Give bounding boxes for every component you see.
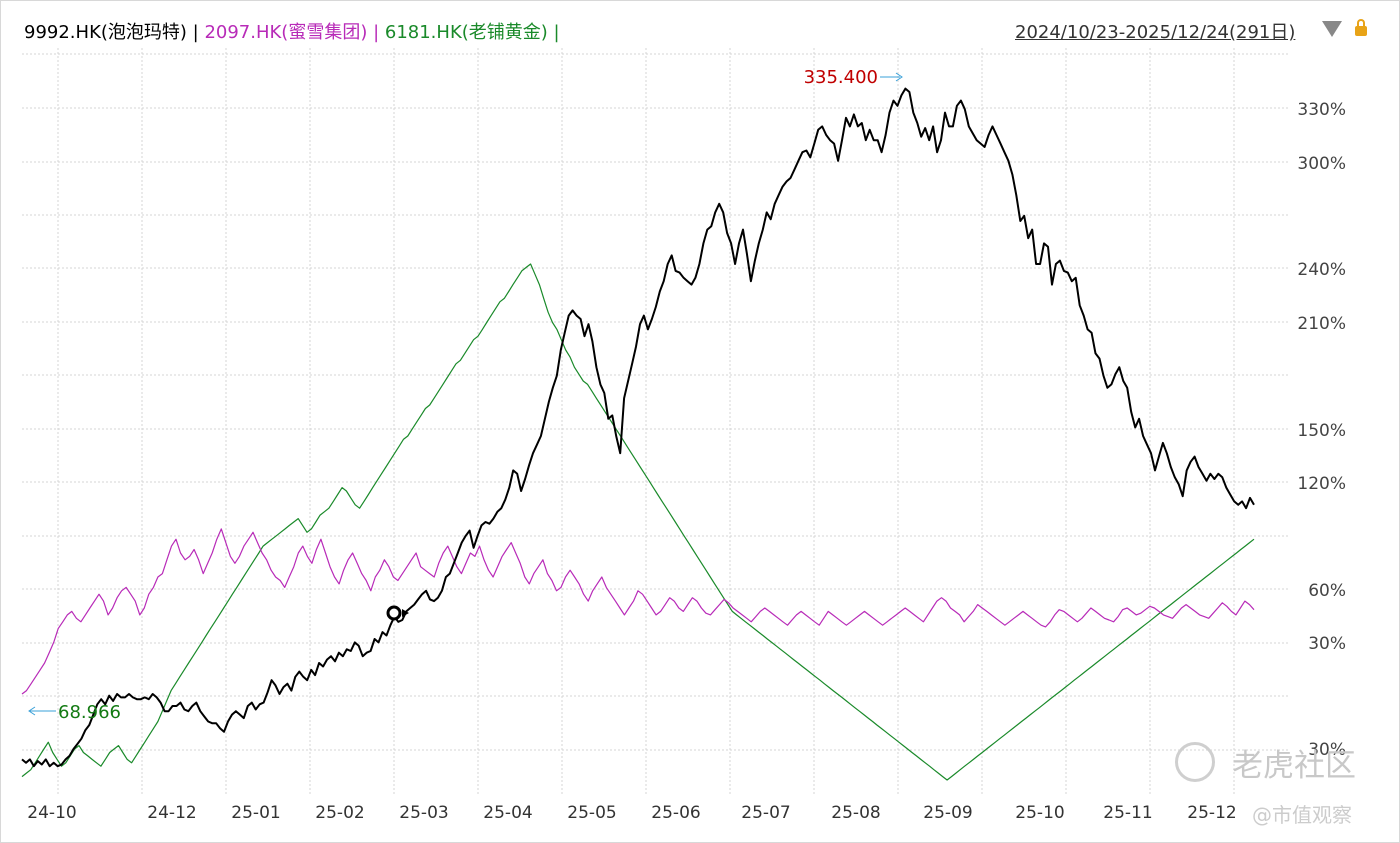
- tiger-logo-icon: [1175, 742, 1215, 782]
- x-tick-label: 25-01: [231, 803, 280, 823]
- max-value-label: 335.400: [804, 67, 878, 88]
- legend-separator: |: [367, 22, 385, 43]
- series-lines: [21, 87, 1255, 781]
- watermark-account: @市值观察: [1252, 803, 1352, 827]
- legend-series-1[interactable]: 9992.HK(泡泡玛特): [24, 22, 187, 43]
- annotations: 335.400 68.966: [28, 67, 903, 723]
- triangle-down-icon[interactable]: [1322, 21, 1342, 37]
- y-tick-label: 30%: [1308, 634, 1346, 654]
- min-arrow-head: [28, 706, 36, 716]
- x-tick-label: 25-07: [741, 803, 790, 823]
- legend-separator: |: [186, 22, 205, 43]
- x-tick-label: 25-10: [1015, 803, 1064, 823]
- y-tick-label: 150%: [1297, 421, 1346, 441]
- y-tick-label: 120%: [1297, 474, 1346, 494]
- y-tick-label: 240%: [1297, 260, 1346, 280]
- x-tick-label: 24-12: [147, 803, 196, 823]
- x-tick-label: 25-03: [399, 803, 448, 823]
- y-tick-label: 330%: [1297, 100, 1346, 120]
- series-line-1: [21, 87, 1255, 768]
- x-tick-label: 25-09: [923, 803, 972, 823]
- y-tick-label: 30%: [1308, 740, 1346, 760]
- x-tick-label: 25-11: [1103, 803, 1152, 823]
- series-legend: 9992.HK(泡泡玛特) | 2097.HK(蜜雪集团) | 6181.HK(…: [24, 18, 560, 44]
- date-range-selector[interactable]: 2024/10/23-2025/12/24(291日): [1015, 22, 1296, 43]
- min-value-label: 68.966: [58, 702, 121, 723]
- x-tick-label: 25-02: [315, 803, 364, 823]
- x-tick-label: 25-08: [831, 803, 880, 823]
- x-tick-label: 25-06: [651, 803, 700, 823]
- x-tick-label: 25-05: [567, 803, 616, 823]
- lock-icon[interactable]: [1355, 19, 1367, 36]
- event-marker: [386, 605, 402, 621]
- series-line-2: [21, 528, 1255, 695]
- max-arrow-head: [895, 72, 903, 82]
- series-line-3: [21, 263, 1255, 781]
- legend-separator: |: [547, 22, 560, 43]
- x-axis: 24-10 24-12 25-01 25-02 25-03 25-04 25-05 25-06…: [27, 803, 1236, 823]
- y-tick-label: 210%: [1297, 314, 1346, 334]
- x-tick-label: 25-12: [1187, 803, 1236, 823]
- legend-series-3[interactable]: 6181.HK(老铺黄金): [384, 22, 548, 43]
- watermark-logo-text: 老虎社区: [1232, 748, 1356, 784]
- marker-arrow: [402, 609, 409, 617]
- x-tick-label: 25-04: [483, 803, 532, 823]
- y-tick-label: 60%: [1308, 581, 1346, 601]
- y-tick-label: 300%: [1297, 154, 1346, 174]
- legend-series-2[interactable]: 2097.HK(蜜雪集团): [204, 22, 368, 43]
- y-axis: 330% 300% 240% 210% 150% 120% 60% 30% 30%: [1297, 100, 1346, 760]
- x-tick-label: 24-10: [27, 803, 76, 823]
- grid: [22, 48, 1290, 795]
